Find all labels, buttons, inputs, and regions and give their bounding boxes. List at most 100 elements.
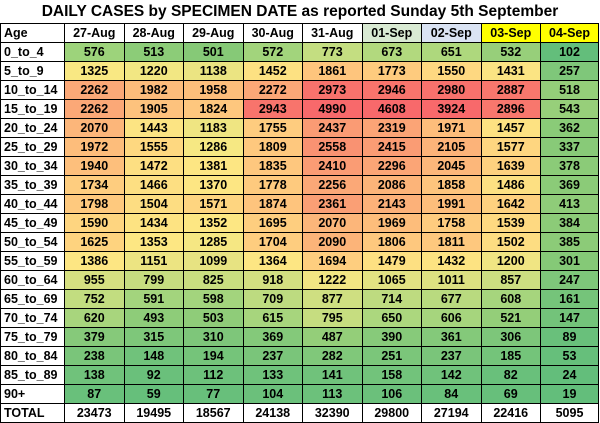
table-row: 70_to_74 620 493 503 615 795 650 606 521 147: [0, 308, 599, 328]
case-count-cell: 59: [123, 384, 184, 404]
case-count-cell: 92: [123, 365, 184, 385]
case-count-cell: 1352: [183, 213, 244, 233]
header-row: Age 27-Aug 28-Aug 29-Aug 30-Aug 31-Aug 0…: [0, 23, 599, 43]
table-row: 80_to_84 238 148 194 237 282 251 237 185 53: [0, 346, 599, 366]
table-row: 50_to_54 1625 1353 1285 1704 2090 1806 1811 1502…: [0, 232, 599, 252]
case-count-cell: 24: [540, 365, 599, 385]
case-count-cell: 138: [64, 365, 125, 385]
case-count-cell: 282: [302, 346, 363, 366]
date-header: 01-Sep: [361, 23, 422, 43]
age-column-header: Age: [0, 23, 65, 43]
case-count-cell: 2946: [361, 80, 422, 100]
case-count-cell: 1386: [64, 251, 125, 271]
case-count-cell: 301: [540, 251, 599, 271]
case-count-cell: 1694: [302, 251, 363, 271]
total-label: TOTAL: [0, 403, 65, 423]
date-header: 29-Aug: [183, 23, 244, 43]
case-count-cell: 650: [361, 308, 422, 328]
date-header: 31-Aug: [302, 23, 363, 43]
case-count-cell: 147: [540, 308, 599, 328]
case-count-cell: 1502: [480, 232, 541, 252]
case-count-cell: 1773: [361, 61, 422, 81]
case-count-cell: 102: [540, 42, 599, 62]
table-row: 30_to_34 1940 1472 1381 1835 2410 2296 2045 1639…: [0, 156, 599, 176]
case-count-cell: 2415: [361, 137, 422, 157]
case-count-cell: 310: [183, 327, 244, 347]
case-count-cell: 2896: [480, 99, 541, 119]
case-count-cell: 615: [242, 308, 303, 328]
case-count-cell: 1806: [361, 232, 422, 252]
case-count-cell: 1183: [183, 118, 244, 138]
case-count-cell: 238: [64, 346, 125, 366]
total-value-cell: 27194: [421, 403, 482, 423]
age-group-label: 70_to_74: [0, 308, 65, 328]
case-count-cell: 369: [540, 175, 599, 195]
case-count-cell: 378: [540, 156, 599, 176]
case-count-cell: 113: [302, 384, 363, 404]
case-count-cell: 795: [302, 308, 363, 328]
case-count-cell: 651: [421, 42, 482, 62]
case-count-cell: 89: [540, 327, 599, 347]
case-count-cell: 1539: [480, 213, 541, 233]
case-count-cell: 543: [540, 99, 599, 119]
case-count-cell: 521: [480, 308, 541, 328]
age-group-label: 75_to_79: [0, 327, 65, 347]
table-row: 90+ 87 59 77 104 113 106 84 69 19: [0, 384, 599, 404]
age-group-label: 80_to_84: [0, 346, 65, 366]
case-count-cell: 2887: [480, 80, 541, 100]
case-count-cell: 1452: [242, 61, 303, 81]
table-row: 35_to_39 1734 1466 1370 1778 2256 2086 1858 1486…: [0, 175, 599, 195]
case-count-cell: 1364: [242, 251, 303, 271]
case-count-cell: 487: [302, 327, 363, 347]
age-group-label: 65_to_69: [0, 289, 65, 309]
case-count-cell: 2045: [421, 156, 482, 176]
table-row: 15_to_19 2262 1905 1824 2943 4990 4608 3924 2896…: [0, 99, 599, 119]
case-count-cell: 1958: [183, 80, 244, 100]
total-value-cell: 18567: [183, 403, 244, 423]
case-count-cell: 1695: [242, 213, 303, 233]
case-count-cell: 752: [64, 289, 125, 309]
table-row: 65_to_69 752 591 598 709 877 714 677 608 161: [0, 289, 599, 309]
case-count-cell: 1099: [183, 251, 244, 271]
case-count-cell: 4608: [361, 99, 422, 119]
case-count-cell: 518: [540, 80, 599, 100]
case-count-cell: 1982: [123, 80, 184, 100]
case-count-cell: 1200: [480, 251, 541, 271]
case-count-cell: 2361: [302, 194, 363, 214]
case-count-cell: 1940: [64, 156, 125, 176]
case-count-cell: 2256: [302, 175, 363, 195]
case-count-cell: 1642: [480, 194, 541, 214]
case-count-cell: 1431: [480, 61, 541, 81]
case-count-cell: 2262: [64, 99, 125, 119]
case-count-cell: 1325: [64, 61, 125, 81]
case-count-cell: 2105: [421, 137, 482, 157]
case-count-cell: 384: [540, 213, 599, 233]
date-header: 03-Sep: [480, 23, 541, 43]
case-count-cell: 1704: [242, 232, 303, 252]
case-count-cell: 532: [480, 42, 541, 62]
case-count-cell: 1504: [123, 194, 184, 214]
table-row: 75_to_79 379 315 310 369 487 390 361 306 89: [0, 327, 599, 347]
case-count-cell: 608: [480, 289, 541, 309]
case-count-cell: 1286: [183, 137, 244, 157]
case-count-cell: 1758: [421, 213, 482, 233]
case-count-cell: 503: [183, 308, 244, 328]
case-count-cell: 2410: [302, 156, 363, 176]
case-count-cell: 1972: [64, 137, 125, 157]
case-count-cell: 1434: [123, 213, 184, 233]
case-count-cell: 161: [540, 289, 599, 309]
case-count-cell: 606: [421, 308, 482, 328]
case-count-cell: 1443: [123, 118, 184, 138]
case-count-cell: 1138: [183, 61, 244, 81]
case-count-cell: 133: [242, 365, 303, 385]
table-row: 55_to_59 1386 1151 1099 1364 1694 1479 1432 1200…: [0, 251, 599, 271]
case-count-cell: 4990: [302, 99, 363, 119]
table-row: 20_to_24 2070 1443 1183 1755 2437 2319 1971 1457…: [0, 118, 599, 138]
table-row: 5_to_9 1325 1220 1138 1452 1861 1773 1550 1431 25…: [0, 61, 599, 81]
case-count-cell: 141: [302, 365, 363, 385]
age-group-label: 35_to_39: [0, 175, 65, 195]
case-count-cell: 1835: [242, 156, 303, 176]
case-count-cell: 87: [64, 384, 125, 404]
age-group-label: 20_to_24: [0, 118, 65, 138]
case-count-cell: 257: [540, 61, 599, 81]
